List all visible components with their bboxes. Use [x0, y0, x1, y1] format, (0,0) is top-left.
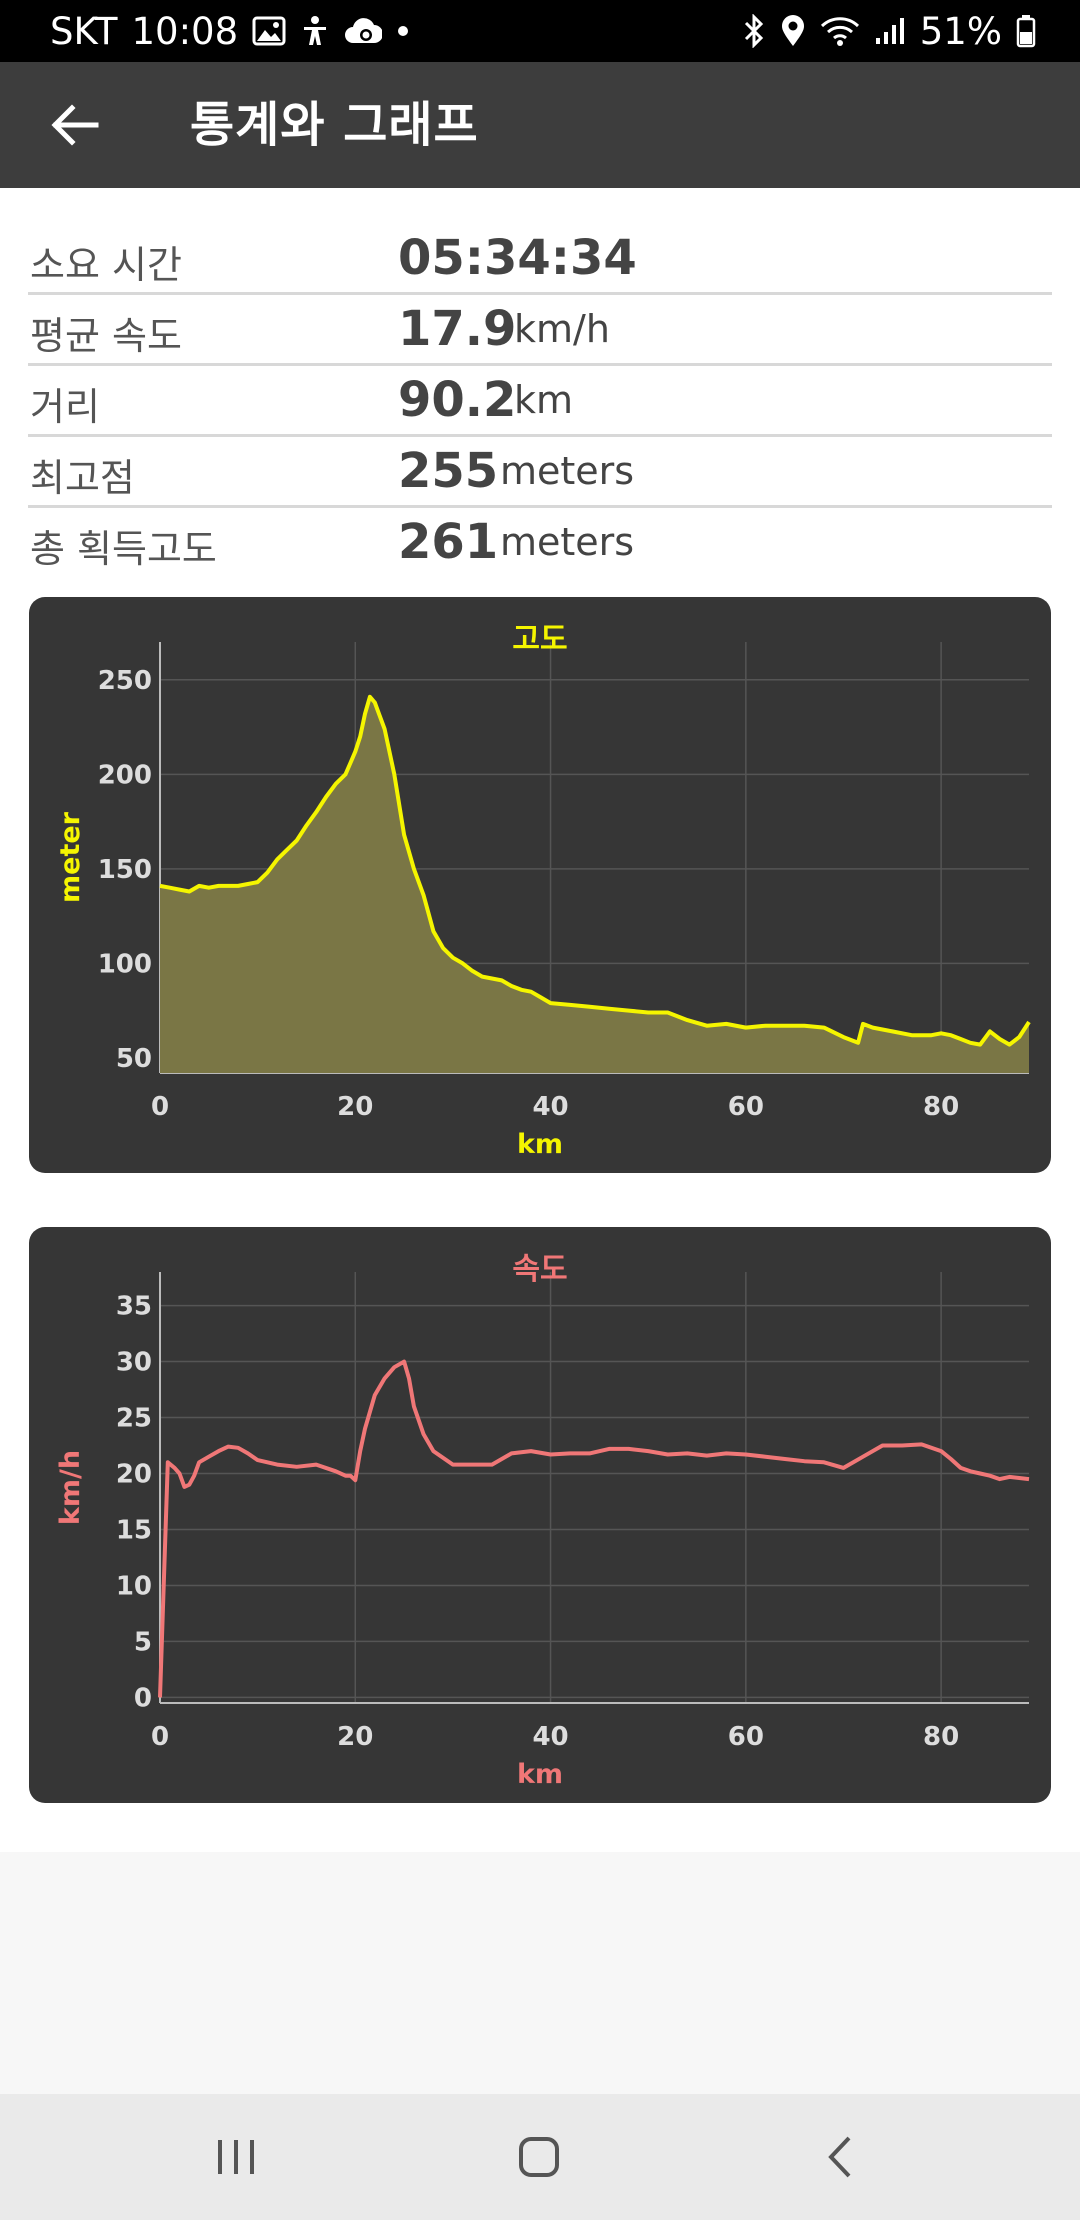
recents-icon	[218, 2140, 254, 2174]
system-back-icon	[828, 2136, 851, 2178]
x-tick-label: 60	[728, 1722, 764, 1752]
y-tick-label: 250	[98, 666, 152, 696]
stat-label: 소요 시간	[30, 243, 182, 287]
stat-value: 261	[398, 514, 499, 570]
series-line	[158, 1359, 1030, 1698]
page-title: 통계와 그래프	[190, 97, 479, 153]
y-axis-label: meter	[55, 811, 86, 903]
y-tick-label: 15	[116, 1515, 152, 1545]
stat-unit: meters	[500, 520, 635, 564]
back-button[interactable]	[40, 90, 110, 160]
series-area-fill	[160, 696, 1029, 1073]
cloud-sync-icon	[344, 15, 383, 47]
altitude-chart-card: 0 20 40 60 80 50 100 150 200 250 고도 km meter	[29, 597, 1051, 1173]
y-tick-label: 150	[98, 855, 152, 885]
app-bar: 통계와 그래프	[0, 62, 1080, 188]
stat-label: 총 획득고도	[30, 527, 217, 571]
stat-row-distance: 거리 90.2 km	[28, 366, 1052, 437]
y-tick-label: 0	[134, 1683, 152, 1713]
y-tick-label: 5	[134, 1627, 152, 1657]
x-axis-label: km	[517, 1759, 563, 1790]
status-bar: SKT 10:08 51%	[0, 0, 1080, 62]
altitude-chart: 0 20 40 60 80 50 100 150 200 250 고도 km meter	[55, 622, 1031, 1160]
carrier-label: SKT	[50, 9, 118, 53]
accessibility-icon	[300, 15, 330, 47]
x-tick-label: 0	[151, 1722, 169, 1752]
system-back-button[interactable]	[800, 2122, 880, 2192]
x-tick-label: 80	[923, 1092, 959, 1122]
x-tick-label: 60	[728, 1092, 764, 1122]
stat-row-avg-speed: 평균 속도 17.9 km/h	[28, 295, 1052, 366]
stat-label: 최고점	[30, 456, 135, 500]
x-tick-label: 0	[151, 1092, 169, 1122]
gallery-icon	[252, 16, 286, 46]
stat-row-duration: 소요 시간 05:34:34	[28, 224, 1052, 295]
stat-label: 평균 속도	[30, 314, 182, 358]
content-area: 소요 시간 05:34:34 평균 속도 17.9 km/h 거리 90.2 k…	[0, 188, 1080, 1852]
stat-value: 17.9	[398, 301, 517, 357]
stat-row-total-ascent: 총 획득고도 261 meters	[28, 508, 1052, 579]
back-arrow-icon	[51, 104, 99, 146]
battery-icon	[1016, 14, 1036, 48]
bottom-blank-area	[0, 1852, 1080, 2094]
signal-icon	[874, 16, 906, 46]
stat-value: 05:34:34	[398, 230, 637, 286]
stat-unit: km	[514, 378, 574, 422]
x-tick-label: 40	[532, 1092, 568, 1122]
y-tick-label: 50	[116, 1044, 152, 1074]
stat-row-max-altitude: 최고점 255 meters	[28, 437, 1052, 508]
dot-icon	[396, 24, 410, 38]
stat-value: 90.2	[398, 372, 517, 428]
x-tick-label: 40	[532, 1722, 568, 1752]
home-button[interactable]	[499, 2122, 579, 2192]
stat-value: 255	[398, 443, 499, 499]
y-tick-label: 200	[98, 760, 152, 790]
chart-title: 고도	[512, 622, 567, 657]
y-tick-label: 25	[116, 1404, 152, 1434]
stat-label: 거리	[30, 385, 100, 429]
stat-unit: km/h	[514, 307, 610, 351]
stats-table: 소요 시간 05:34:34 평균 속도 17.9 km/h 거리 90.2 k…	[28, 224, 1052, 579]
y-tick-label: 10	[116, 1571, 152, 1601]
y-tick-label: 20	[116, 1460, 152, 1490]
location-icon	[780, 14, 806, 48]
battery-percent: 51%	[919, 9, 1002, 53]
speed-chart-card: 0 20 40 60 80 0 5 10 15 20 25 30 35 속도 km km/h	[29, 1227, 1051, 1803]
x-tick-label: 20	[337, 1092, 373, 1122]
time-label: 10:08	[131, 9, 239, 53]
x-tick-label: 80	[923, 1722, 959, 1752]
stat-unit: meters	[500, 449, 635, 493]
recents-button[interactable]	[196, 2122, 276, 2192]
speed-chart: 0 20 40 60 80 0 5 10 15 20 25 30 35 속도 km km/h	[55, 1252, 1030, 1790]
chart-title: 속도	[512, 1252, 567, 1287]
home-icon	[519, 2137, 559, 2177]
y-tick-label: 100	[98, 949, 152, 979]
x-axis-label: km	[517, 1129, 563, 1160]
bluetooth-icon	[742, 14, 766, 48]
navigation-bar	[0, 2094, 1080, 2220]
y-axis-label: km/h	[55, 1450, 86, 1525]
x-tick-label: 20	[337, 1722, 373, 1752]
y-tick-label: 30	[116, 1348, 152, 1378]
series-line	[159, 694, 1031, 1047]
wifi-icon	[820, 15, 860, 47]
y-tick-label: 35	[116, 1292, 152, 1322]
